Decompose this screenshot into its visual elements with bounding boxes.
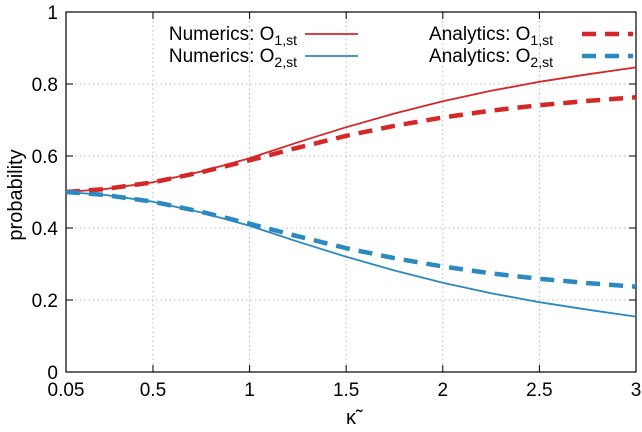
y-tick-label: 0.8 [32,75,58,96]
x-tick-label: 0.05 [48,380,85,401]
y-tick-label: 0 [47,363,58,384]
legend-label-2: Numerics: O2,st [169,46,297,70]
y-tick-label: 0.2 [32,291,58,312]
legend-label-4: Analytics: O2,st [429,46,553,70]
x-axis-label: κ̃ [346,407,363,429]
series-line-2 [65,191,637,318]
y-tick-label: 0.6 [32,147,58,168]
x-tick-label: 2.5 [526,380,552,401]
series-line-4 [65,189,637,289]
series-layer [65,66,637,318]
x-tick-label: 1 [244,380,255,401]
x-tick-label: 0.5 [140,380,166,401]
legend-label-1: Numerics: O1,st [169,24,297,48]
y-tick-label: 1 [47,3,58,24]
y-tick-label: 0.4 [32,219,59,240]
grid [66,12,636,372]
series-line-3 [65,95,637,195]
y-axis-label: probability [5,149,27,240]
axes: 0.05 0.5 1 1.5 2 2.5 3 0 0.2 0.4 0.6 0.8 1 [32,3,642,401]
x-tick-label: 1.5 [333,380,359,401]
series-line-1 [65,66,637,193]
x-tick-label: 3 [631,380,642,401]
x-tick-label: 2 [437,380,448,401]
legend-label-3: Analytics: O1,st [429,24,553,48]
